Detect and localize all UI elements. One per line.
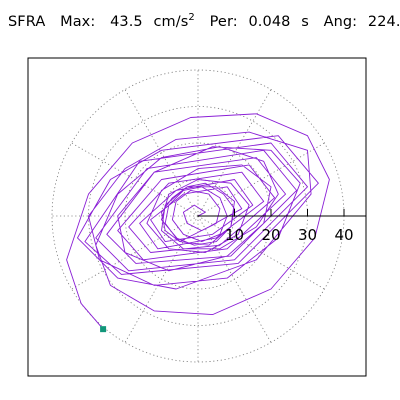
per-label: Per: [209,14,238,30]
plot-frame [27,57,367,377]
grid-spoke-330 [197,215,325,290]
max-label: Max: [60,14,96,30]
grid-spoke-120 [124,89,199,217]
orbit-end-marker [100,326,107,333]
chart-header: SFRA Max: 43.5 cm/s2 Per: 0.048 s Ang: 2… [8,12,400,31]
grid-spoke-210 [71,215,199,290]
ang-label: Ang: [323,14,358,30]
grid-spoke-300 [197,215,272,343]
radial-axis: 10 20 30 40 [198,209,366,244]
orbit-path [66,113,330,330]
grid-spoke-240 [124,215,199,343]
ang-value: 224.4 [367,14,400,30]
radial-tick-label-3: 30 [298,226,317,244]
max-value: 43.5 [110,14,143,30]
radial-tick-label-2: 20 [261,226,280,244]
max-unit: cm/s [153,14,189,30]
radial-tick-label-1: 10 [225,226,244,244]
radial-tick-label-4: 40 [334,226,353,244]
component-label: SFRA [8,14,46,30]
max-unit-exponent: 2 [188,12,195,23]
per-unit: s [301,14,309,30]
per-value: 0.048 [248,14,291,30]
grid-spoke-60 [197,89,272,217]
orbit-trace [66,113,330,333]
